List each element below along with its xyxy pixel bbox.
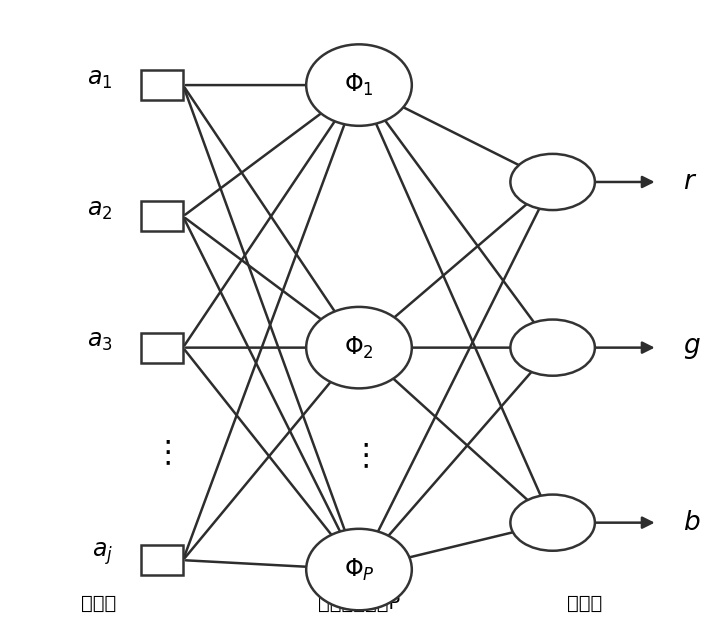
Text: $\vdots$: $\vdots$ bbox=[152, 440, 171, 468]
Text: $r$: $r$ bbox=[683, 169, 697, 195]
Text: $\Phi_P$: $\Phi_P$ bbox=[344, 557, 374, 583]
Text: $\vdots$: $\vdots$ bbox=[350, 443, 368, 472]
Text: $a_1$: $a_1$ bbox=[87, 67, 113, 91]
Text: 输出层: 输出层 bbox=[567, 594, 602, 613]
Ellipse shape bbox=[510, 495, 595, 551]
FancyBboxPatch shape bbox=[141, 201, 183, 231]
Ellipse shape bbox=[306, 44, 412, 126]
FancyBboxPatch shape bbox=[141, 70, 183, 100]
Text: $b$: $b$ bbox=[683, 510, 700, 535]
Ellipse shape bbox=[306, 307, 412, 389]
Text: $a_j$: $a_j$ bbox=[91, 541, 113, 567]
Text: $g$: $g$ bbox=[683, 335, 701, 360]
Ellipse shape bbox=[510, 154, 595, 210]
Text: $a_2$: $a_2$ bbox=[87, 198, 113, 222]
Text: $\Phi_1$: $\Phi_1$ bbox=[344, 72, 374, 98]
Text: $a_3$: $a_3$ bbox=[87, 329, 113, 353]
Text: 输入层: 输入层 bbox=[81, 594, 116, 613]
FancyBboxPatch shape bbox=[141, 545, 183, 575]
FancyBboxPatch shape bbox=[141, 333, 183, 363]
Text: 隐层节点数为P: 隐层节点数为P bbox=[318, 594, 400, 613]
Text: $\Phi_2$: $\Phi_2$ bbox=[344, 335, 374, 361]
Ellipse shape bbox=[510, 320, 595, 376]
Ellipse shape bbox=[306, 529, 412, 610]
